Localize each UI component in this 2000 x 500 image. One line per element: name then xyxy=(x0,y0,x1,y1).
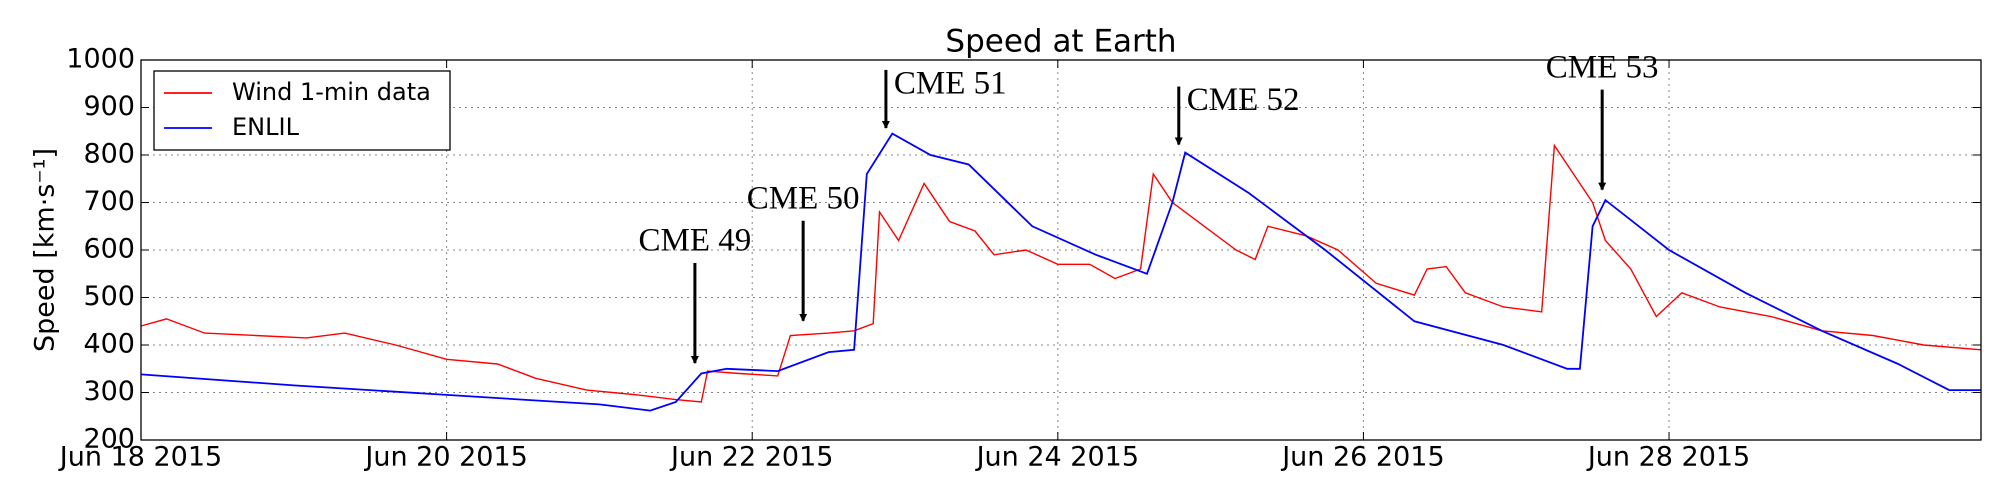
legend-box xyxy=(153,70,451,151)
series-line xyxy=(140,132,1981,412)
annotation: CME 49 xyxy=(639,223,752,365)
x-tick-label: Jun 28 2015 xyxy=(1586,442,1750,473)
y-axis-label: Speed [km·s⁻¹] xyxy=(30,148,61,352)
y-tick-label: 800 xyxy=(83,139,135,170)
x-tick-label: Jun 18 2015 xyxy=(58,442,222,473)
annotation: CME 53 xyxy=(1546,49,1659,191)
y-tick-label: 300 xyxy=(83,376,135,407)
y-tick-label: 600 xyxy=(83,234,135,265)
x-tick-label: Jun 24 2015 xyxy=(975,442,1139,473)
annotation-text: CME 52 xyxy=(1187,82,1300,118)
chart-title: Speed at Earth xyxy=(945,24,1176,60)
annotation: CME 51 xyxy=(881,66,1007,129)
y-tick-label: 900 xyxy=(83,91,135,122)
annotation-text: CME 53 xyxy=(1546,49,1659,85)
y-tick-label: 400 xyxy=(83,329,135,360)
annotation: CME 50 xyxy=(747,180,860,322)
x-tick-label: Jun 22 2015 xyxy=(669,442,833,473)
legend: Wind 1-min data ENLIL xyxy=(153,70,451,151)
legend-label: Wind 1-min data xyxy=(232,78,431,106)
y-tick-label: 700 xyxy=(83,186,135,217)
y-tick-label: 200 xyxy=(83,424,135,455)
annotation-text: CME 50 xyxy=(747,180,860,216)
annotation-text: CME 49 xyxy=(639,223,752,259)
y-tick-label: 500 xyxy=(83,281,135,312)
annotation: CME 52 xyxy=(1174,82,1300,146)
plot-frame xyxy=(140,59,1982,441)
y-tick-label: 1000 xyxy=(66,44,135,75)
x-tick-label: Jun 26 2015 xyxy=(1280,442,1444,473)
series-line xyxy=(140,143,1982,403)
annotation-text: CME 51 xyxy=(894,66,1007,102)
legend-label: ENLIL xyxy=(232,113,300,141)
x-tick-label: Jun 20 2015 xyxy=(363,442,527,473)
